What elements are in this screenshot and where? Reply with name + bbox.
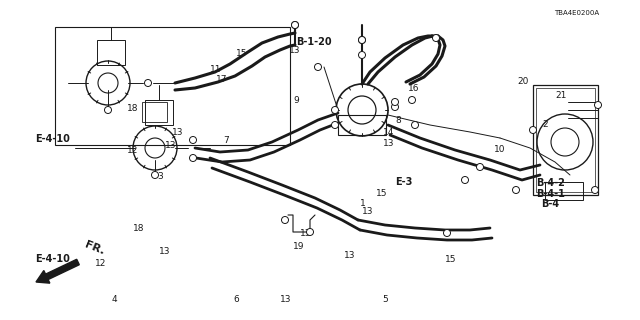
Text: FR.: FR.	[83, 240, 106, 257]
Text: 18: 18	[127, 104, 138, 113]
Circle shape	[189, 137, 196, 143]
Circle shape	[444, 229, 451, 236]
Text: 1: 1	[360, 199, 365, 208]
Text: B-1-20: B-1-20	[296, 37, 332, 47]
Text: 13: 13	[362, 207, 373, 216]
Circle shape	[591, 187, 598, 194]
Text: 13: 13	[344, 252, 356, 260]
Text: 15: 15	[445, 255, 456, 264]
Circle shape	[358, 36, 365, 44]
Text: 4: 4	[112, 295, 118, 304]
Text: E-4-10: E-4-10	[35, 134, 70, 144]
Circle shape	[477, 164, 483, 171]
Text: 15: 15	[376, 189, 388, 198]
Text: 13: 13	[159, 247, 170, 256]
Text: 20: 20	[517, 77, 529, 86]
Circle shape	[332, 107, 339, 114]
Text: 13: 13	[280, 295, 292, 304]
Circle shape	[412, 122, 419, 129]
Text: 19: 19	[292, 242, 304, 251]
Text: 13: 13	[289, 46, 301, 55]
Circle shape	[513, 187, 520, 194]
Text: 9: 9	[293, 96, 299, 105]
Text: B-4: B-4	[541, 199, 559, 209]
Circle shape	[595, 101, 602, 108]
Text: 16: 16	[408, 84, 420, 92]
Circle shape	[433, 35, 440, 42]
Text: 7: 7	[223, 136, 228, 145]
Text: 12: 12	[95, 260, 106, 268]
Text: 17: 17	[216, 75, 228, 84]
Circle shape	[529, 126, 536, 133]
Text: 10: 10	[494, 145, 506, 154]
Text: 6: 6	[234, 295, 239, 304]
FancyArrow shape	[36, 259, 79, 283]
Circle shape	[291, 21, 298, 28]
Text: 18: 18	[133, 224, 145, 233]
Circle shape	[291, 21, 298, 28]
Bar	[142, 102, 167, 122]
Bar	[338, 115, 386, 135]
Bar	[536, 88, 595, 192]
Text: 14: 14	[383, 128, 394, 137]
Text: 3: 3	[157, 172, 163, 180]
Text: TBA4E0200A: TBA4E0200A	[554, 11, 599, 16]
Circle shape	[104, 107, 111, 114]
Bar	[533, 85, 598, 195]
Bar	[55, 27, 290, 145]
Text: E-4-10: E-4-10	[35, 254, 70, 264]
Circle shape	[332, 122, 339, 129]
Circle shape	[392, 103, 399, 110]
Circle shape	[189, 155, 196, 162]
Circle shape	[145, 79, 152, 86]
Circle shape	[282, 217, 289, 223]
Circle shape	[408, 97, 415, 103]
Bar	[97, 40, 125, 65]
Text: 21: 21	[556, 91, 567, 100]
Bar	[145, 100, 173, 125]
Text: 15: 15	[236, 49, 247, 58]
Text: B-4-2: B-4-2	[536, 178, 565, 188]
Circle shape	[461, 177, 468, 183]
Bar	[545, 182, 583, 200]
Text: 13: 13	[300, 229, 311, 238]
Text: 5: 5	[383, 295, 388, 304]
Text: 8: 8	[396, 116, 401, 125]
Text: 12: 12	[127, 146, 138, 155]
Text: E-3: E-3	[396, 177, 413, 187]
Text: 13: 13	[383, 139, 394, 148]
Text: 13: 13	[165, 141, 177, 150]
Text: 11: 11	[210, 65, 221, 74]
Circle shape	[152, 172, 159, 179]
Circle shape	[307, 228, 314, 236]
Circle shape	[358, 36, 365, 44]
Text: B-4-1: B-4-1	[536, 188, 565, 199]
Circle shape	[314, 63, 321, 70]
Circle shape	[358, 52, 365, 59]
Text: 13: 13	[172, 128, 183, 137]
Circle shape	[392, 99, 399, 106]
Text: 2: 2	[543, 120, 548, 129]
